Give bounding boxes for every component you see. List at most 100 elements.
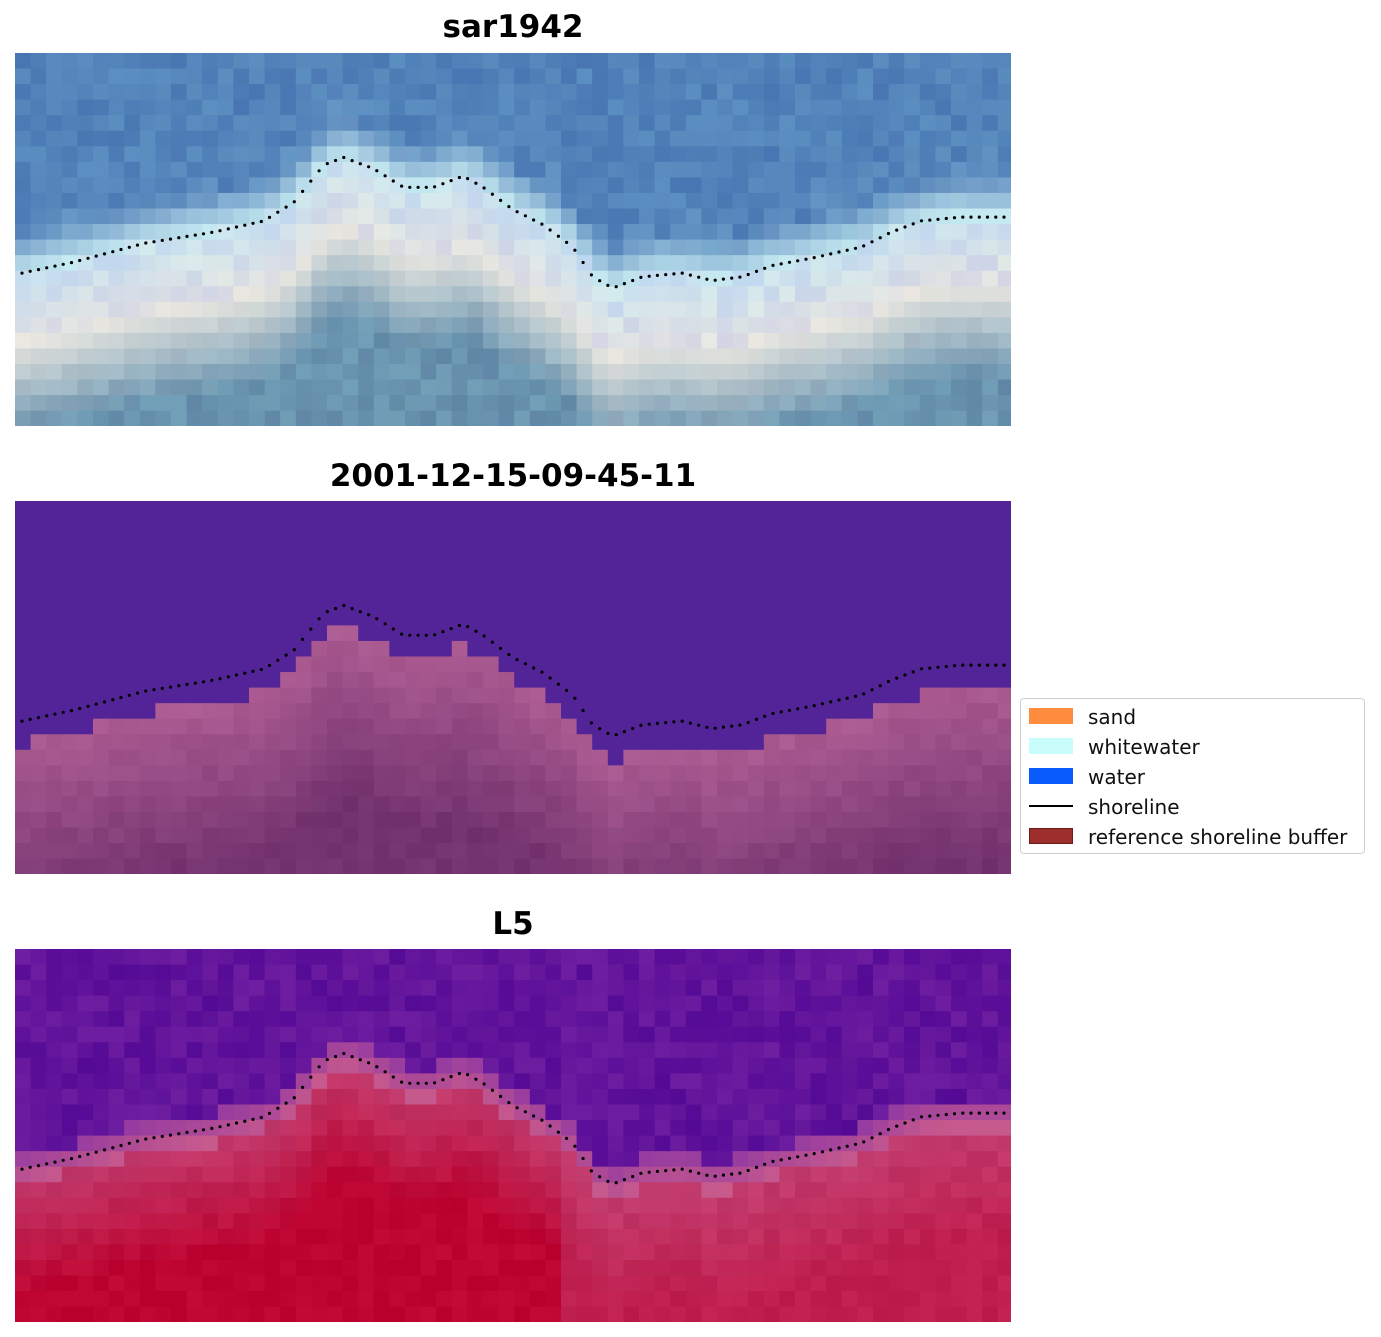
shoreline-point xyxy=(994,1111,998,1115)
shoreline-point xyxy=(771,1159,775,1163)
shoreline-point xyxy=(102,252,107,256)
shoreline-point xyxy=(796,259,800,263)
shoreline-point xyxy=(284,205,288,209)
shoreline-point xyxy=(342,1051,346,1056)
panel-rgb-image xyxy=(15,53,1011,426)
shoreline-point xyxy=(895,676,899,680)
shoreline-point xyxy=(474,629,478,633)
shoreline-point xyxy=(267,215,272,219)
shoreline-point xyxy=(738,275,742,279)
shoreline-point xyxy=(614,285,618,289)
shoreline-point xyxy=(301,189,305,193)
legend-label: water xyxy=(1088,765,1145,789)
legend-item-sand: sand xyxy=(1021,704,1364,729)
shoreline-point xyxy=(730,276,734,280)
shoreline-point xyxy=(903,673,907,677)
shoreline-point xyxy=(408,633,412,637)
shoreline-point xyxy=(210,230,214,234)
shoreline-dots xyxy=(20,1051,1006,1185)
shoreline-point xyxy=(870,1136,874,1140)
rgb-raster xyxy=(15,53,1011,426)
shoreline-point xyxy=(796,707,800,711)
shoreline-point xyxy=(754,1165,759,1169)
shoreline-point xyxy=(416,1081,420,1085)
shoreline-point xyxy=(433,1081,437,1085)
shoreline-point xyxy=(936,217,940,221)
shoreline-point xyxy=(573,696,577,700)
shoreline-point xyxy=(424,1081,428,1085)
shoreline-point xyxy=(375,169,379,173)
shoreline-point xyxy=(226,675,230,679)
legend: sand whitewater water shoreline referenc… xyxy=(1020,698,1365,854)
shoreline-point xyxy=(664,273,668,277)
shoreline-point xyxy=(391,627,395,631)
shoreline-point xyxy=(713,278,717,282)
shoreline-point xyxy=(102,1148,107,1152)
shoreline-point xyxy=(820,702,825,706)
shoreline-point xyxy=(598,727,602,731)
shoreline-point xyxy=(243,223,247,227)
shoreline-point xyxy=(449,1075,453,1079)
shoreline-point xyxy=(746,720,750,725)
shoreline-point xyxy=(589,721,594,725)
classification-image-plot xyxy=(15,501,1011,874)
shoreline-point xyxy=(334,158,338,163)
shoreline-point xyxy=(449,627,453,631)
rgb-image-plot xyxy=(15,53,1011,426)
shoreline-point xyxy=(507,653,511,657)
shoreline-point xyxy=(622,282,627,286)
shoreline-point xyxy=(36,1164,41,1168)
shoreline-point xyxy=(556,1130,561,1134)
shoreline-point xyxy=(779,262,783,266)
shoreline-point xyxy=(251,1117,255,1121)
shoreline-point xyxy=(334,606,338,611)
shoreline-point xyxy=(400,1080,404,1084)
shoreline-point xyxy=(441,630,445,634)
classification-raster xyxy=(15,501,1011,874)
shoreline-point xyxy=(259,219,263,224)
shoreline-point xyxy=(886,231,891,236)
shoreline-point xyxy=(102,700,107,704)
shoreline-point xyxy=(589,273,594,277)
shoreline-point xyxy=(796,1155,800,1159)
shoreline-point xyxy=(614,1181,618,1185)
index-image-plot xyxy=(15,949,1011,1322)
shoreline-point xyxy=(746,272,750,277)
shoreline-point xyxy=(234,673,239,677)
shoreline-point xyxy=(61,710,65,714)
shoreline-point xyxy=(135,1139,140,1143)
shoreline-point xyxy=(688,1169,693,1173)
shoreline-point xyxy=(251,221,255,225)
shoreline-point xyxy=(639,275,643,279)
shoreline-point xyxy=(226,1123,230,1127)
shoreline-point xyxy=(342,603,346,608)
shoreline-point xyxy=(168,1133,173,1137)
shoreline-point xyxy=(45,266,49,270)
shoreline-point xyxy=(878,684,882,688)
shoreline-point xyxy=(664,721,668,725)
shoreline-point xyxy=(218,229,222,233)
shoreline-point xyxy=(721,1173,726,1177)
shoreline-point xyxy=(523,662,527,666)
reference-buffer-swatch xyxy=(1029,828,1073,844)
panel-classification-image xyxy=(15,501,1011,874)
shoreline-point xyxy=(589,1169,594,1173)
shoreline-point xyxy=(746,1168,750,1173)
shoreline-point xyxy=(490,192,494,196)
shoreline-point xyxy=(424,185,428,189)
shoreline-point xyxy=(837,250,841,254)
shoreline-point xyxy=(919,667,924,671)
shoreline-point xyxy=(812,256,816,260)
shoreline-point xyxy=(895,228,899,232)
shoreline-point xyxy=(243,671,247,675)
shoreline-point xyxy=(383,174,387,178)
shoreline-point xyxy=(375,617,379,621)
shoreline-point xyxy=(994,663,998,667)
shoreline-point xyxy=(416,185,420,189)
shoreline-point xyxy=(523,1110,527,1114)
shoreline-point xyxy=(721,725,726,729)
shoreline-point xyxy=(565,1136,569,1140)
shoreline-point xyxy=(936,665,940,669)
shoreline-point xyxy=(391,179,395,183)
shoreline-point xyxy=(622,730,627,734)
